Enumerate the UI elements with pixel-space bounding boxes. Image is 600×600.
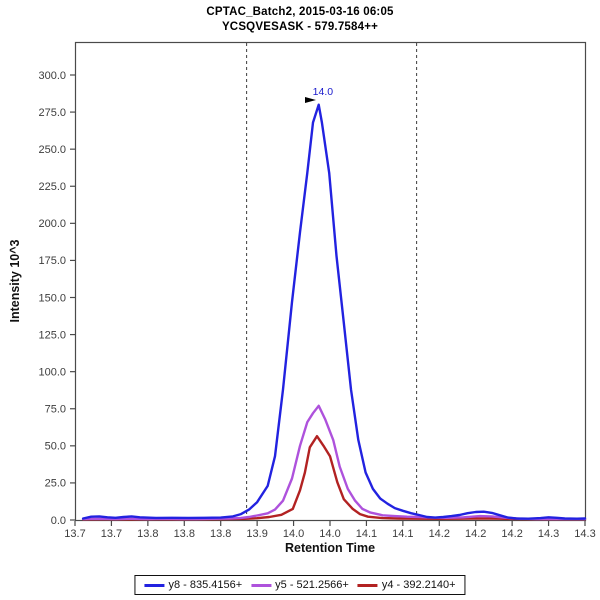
legend-swatch-y4-icon: [357, 583, 378, 587]
chart-title-line1: CPTAC_Batch2, 2015-03-16 06:05: [206, 6, 394, 18]
best-peak-arrow-icon: [304, 97, 316, 104]
legend-label-y8: y8 - 835.4156+: [168, 579, 243, 591]
series-line-y5[interactable]: [81, 404, 587, 521]
y-axis-title: Intensity 10^3: [8, 239, 22, 323]
plot-frame: [74, 41, 587, 522]
y-tick-label: 25.0: [45, 478, 66, 490]
series-line-y8[interactable]: [81, 103, 587, 520]
y-tick-label: 300.0: [38, 70, 66, 82]
x-axis-title: Retention Time: [284, 541, 376, 555]
y-tick-label: 75.0: [45, 404, 66, 416]
legend-item-y5: y5 - 521.2566+: [251, 579, 349, 591]
x-tick-label: 14.3: [538, 528, 559, 540]
x-tick-label: 14.0: [283, 528, 304, 540]
y-tick-label: 150.0: [38, 292, 66, 304]
series-line-y4[interactable]: [81, 435, 587, 521]
y-tick-label: 250.0: [38, 144, 66, 156]
legend-item-y4: y4 - 392.2140+: [357, 579, 456, 591]
x-tick-label: 14.3: [574, 528, 595, 540]
legend-swatch-y8-icon: [144, 583, 165, 587]
y-tick-label: 100.0: [38, 366, 66, 378]
x-tick-label: 14.2: [429, 528, 450, 540]
y-tick-label: 175.0: [38, 255, 66, 267]
y-tick-label: 0.0: [51, 515, 66, 527]
peak-rt-annotation: 14.0: [312, 85, 334, 98]
legend-label-y4: y4 - 392.2140+: [381, 579, 456, 591]
x-tick-label: 14.2: [465, 528, 486, 540]
y-tick-label: 200.0: [38, 218, 66, 230]
y-tick-label: 225.0: [38, 181, 66, 193]
legend-item-y8: y8 - 835.4156+: [144, 579, 242, 591]
chart-title-line2: YCSQVESASK - 579.7584++: [221, 21, 379, 33]
x-tick-label: 14.0: [319, 528, 340, 540]
y-tick-label: 50.0: [45, 441, 66, 453]
y-tick-label: 125.0: [38, 329, 66, 341]
legend: y8 - 835.4156+ y5 - 521.2566+ y4 - 392.2…: [134, 575, 466, 595]
x-tick-label: 14.1: [356, 528, 377, 540]
legend-label-y5: y5 - 521.2566+: [275, 579, 349, 591]
x-tick-label: 13.9: [246, 528, 267, 540]
chart-title-block: CPTAC_Batch2, 2015-03-16 06:05 YCSQVESAS…: [0, 5, 600, 35]
x-tick-label: 14.1: [392, 528, 413, 540]
x-tick-label: 13.8: [174, 528, 195, 540]
x-tick-label: 13.8: [210, 528, 231, 540]
y-tick-label: 275.0: [38, 107, 66, 119]
x-tick-label: 13.7: [101, 528, 122, 540]
legend-swatch-y5-icon: [251, 583, 272, 587]
x-tick-label: 14.2: [501, 528, 522, 540]
x-tick-label: 13.8: [137, 528, 158, 540]
x-tick-label: 13.7: [64, 528, 85, 540]
